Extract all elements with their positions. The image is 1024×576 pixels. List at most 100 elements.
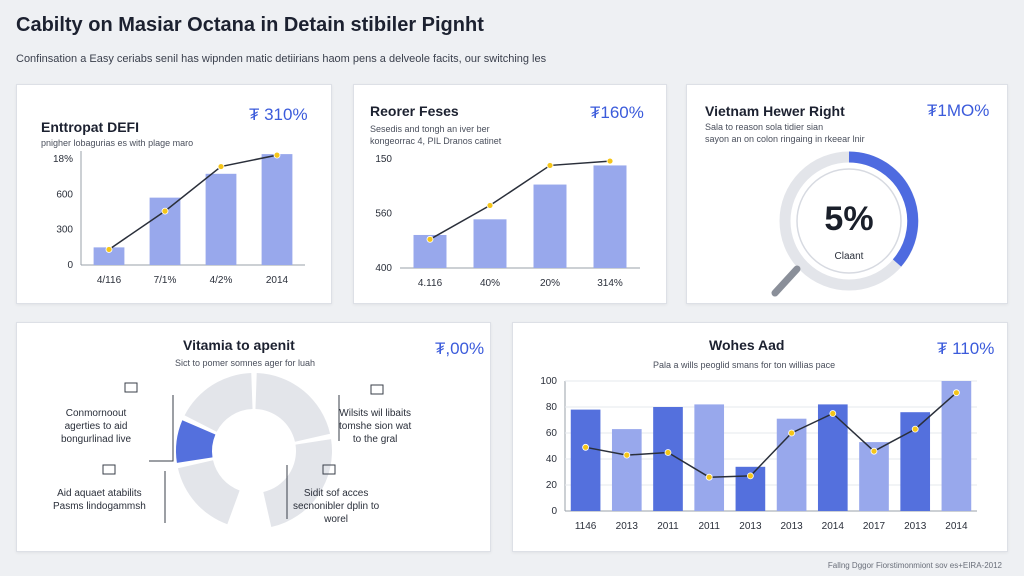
magnifier-icon	[771, 265, 801, 297]
note-icon	[322, 464, 336, 475]
card-subtitle-2: sayon an on colon ringaing in rkeear lni…	[705, 134, 865, 144]
bar-line-chart-1: 0 300 600 18% 4/116 7/1% 4/2% 2014	[53, 151, 305, 286]
card-title: Wohes Aad	[709, 337, 785, 353]
gauge-chart: 5% Claant	[771, 151, 919, 297]
data-point	[546, 162, 554, 169]
y-tick-label: 300	[56, 225, 73, 236]
page-title: Cabilty on Masiar Octana in Detain stibi…	[16, 14, 484, 36]
note-line: tomshe sion wat	[339, 421, 412, 432]
leader-line	[149, 395, 174, 462]
card-title: Vitamia to apenit	[183, 337, 295, 353]
y-tick-label: 18%	[53, 154, 73, 165]
bar	[205, 173, 237, 265]
note-icon	[370, 384, 384, 395]
gauge-value: 5%	[824, 200, 873, 238]
note-icon	[124, 382, 138, 393]
gauge-inner	[796, 168, 902, 274]
card-title: Vietnam Hewer Right	[705, 103, 845, 119]
stat-value: ₮,00%	[435, 339, 485, 358]
y-tick-label: 600	[56, 189, 73, 200]
data-point	[705, 473, 713, 481]
note-bottom-left: Aid aquaet atabilits Pasms lindogammsh	[53, 487, 146, 513]
x-tick-label: 2013	[780, 521, 803, 532]
donut-slice	[263, 439, 332, 528]
bar	[533, 184, 567, 268]
y-tick-label: 20	[546, 480, 558, 491]
bar-line-chart-4: 0 20 40 60 80 100 1146 2013 2011 2011 2013 2013 2014…	[540, 376, 977, 532]
note-line: worel	[324, 514, 349, 525]
note-line: to the gral	[352, 434, 398, 445]
card-reorer: Reorer Feses Sesedis and tongh an iver b…	[353, 84, 667, 304]
x-tick-label: 2013	[904, 521, 927, 532]
stat-value: ₮160%	[590, 103, 644, 122]
card-vietnam: Vietnam Hewer Right Sala to reason sola …	[686, 84, 1008, 304]
note-line: bongurlinad live	[61, 434, 132, 445]
card-subtitle: Pala a wills peoglid smans for ton willi…	[653, 360, 836, 370]
x-tick-label: 7/1%	[154, 275, 177, 286]
x-tick-label: 2013	[616, 521, 639, 532]
y-tick-label: 60	[546, 428, 558, 439]
data-point	[746, 472, 754, 480]
note-line: Pasms lindogammsh	[53, 501, 146, 512]
x-tick-label: 2014	[266, 275, 289, 286]
x-tick-label: 1146	[575, 521, 597, 532]
x-tick-label: 314%	[597, 278, 623, 289]
card-wohes: Wohes Aad Pala a wills peoglid smans for…	[512, 322, 1008, 552]
data-point	[273, 151, 281, 159]
data-point	[870, 447, 878, 455]
note-line: agerties to aid	[64, 421, 128, 432]
bar-line-chart-2: 400 560 150 4.116 40% 20% 314%	[375, 154, 640, 289]
series-line	[585, 392, 957, 478]
card-vitamia: Vitamia to apenit Sict to pomer somnes a…	[16, 322, 491, 552]
x-tick-label: 40%	[480, 278, 500, 289]
card-title: Reorer Feses	[370, 103, 459, 119]
data-point	[217, 163, 225, 170]
data-point	[105, 246, 113, 253]
bar	[473, 219, 507, 268]
x-tick-label: 2017	[863, 521, 886, 532]
note-top-right: Wilsits wil libaits tomshe sion wat to t…	[339, 407, 411, 446]
data-point	[952, 389, 960, 397]
x-tick-label: 4/2%	[210, 275, 233, 286]
series-line	[108, 154, 278, 251]
bar	[93, 247, 125, 265]
x-tick-label: 2013	[739, 521, 762, 532]
page-subtitle: Confinsation a Easy ceriabs senil has wi…	[16, 53, 547, 65]
bar	[593, 165, 627, 268]
card-subtitle: Sesedis and tongh an iver ber	[370, 124, 490, 134]
donut-slice	[177, 460, 240, 525]
bar	[261, 154, 293, 265]
donut-slice	[184, 373, 253, 432]
y-tick-label: 40	[546, 454, 558, 465]
series-line	[429, 160, 611, 240]
y-tick-label: 0	[551, 506, 557, 517]
note-line: secnonibler dplin to	[293, 501, 380, 512]
note-line: Wilsits wil libaits	[339, 408, 411, 419]
y-tick-label: 100	[540, 376, 557, 387]
x-tick-label: 2011	[698, 521, 720, 532]
x-tick-label: 2014	[822, 521, 845, 532]
x-tick-label: 2011	[657, 521, 679, 532]
note-line: Aid aquaet atabilits	[57, 488, 142, 499]
card-subtitle: Sala to reason sola tidier sian	[705, 122, 824, 132]
note-line: Sidit sof acces	[303, 488, 369, 499]
stat-value: ₮1MO%	[927, 101, 990, 120]
bar	[941, 381, 972, 511]
data-point	[606, 157, 614, 165]
y-tick-label: 80	[546, 402, 558, 413]
gauge-label: Claant	[835, 251, 864, 262]
card-subtitle: pnigher lobagurias es with plage maro	[41, 138, 194, 148]
y-tick-label: 400	[375, 263, 392, 274]
data-point	[486, 202, 494, 209]
card-enttropat: Enttropat DEFI pnigher lobagurias es wit…	[16, 84, 332, 304]
data-point	[911, 425, 919, 433]
gauge-fill	[848, 151, 919, 267]
card-subtitle-2: kongeorrac 4, PIL Dranos catinet	[370, 136, 502, 146]
note-icon	[102, 464, 116, 475]
y-tick-label: 150	[375, 154, 392, 165]
x-tick-label: 20%	[540, 278, 560, 289]
note-top-left: Conmornoout agerties to aid bongurlinad …	[61, 407, 131, 446]
bar	[611, 429, 642, 511]
data-point	[788, 429, 796, 437]
data-point	[582, 443, 589, 451]
